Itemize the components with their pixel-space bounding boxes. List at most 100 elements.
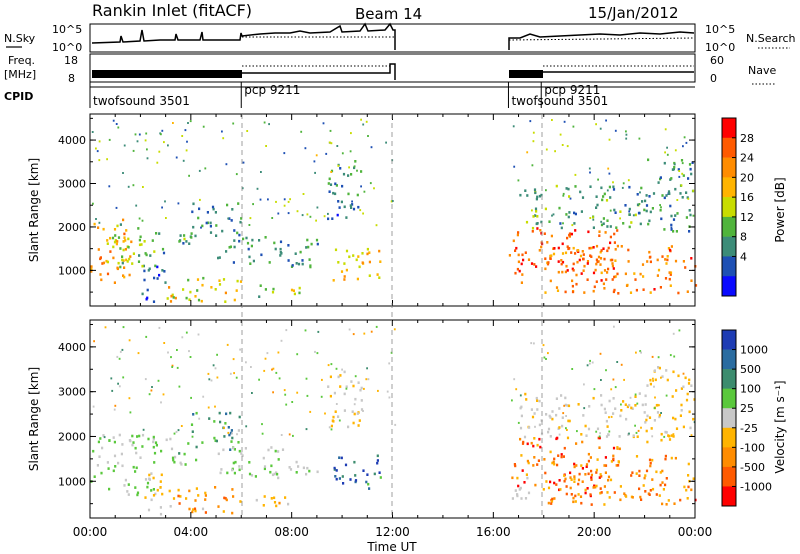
heatmap-cell (530, 262, 534, 265)
heatmap-cell (263, 121, 266, 124)
heatmap-cell (687, 382, 691, 385)
heatmap-cell (220, 468, 223, 471)
heatmap-cell (588, 405, 591, 408)
heatmap-cell (564, 270, 567, 274)
heatmap-cell (562, 222, 564, 225)
heatmap-cell (567, 247, 570, 251)
heatmap-cell (118, 357, 121, 360)
heatmap-cell (616, 361, 619, 363)
heatmap-cell (526, 194, 529, 197)
heatmap-cell (240, 217, 243, 220)
heatmap-cell (680, 184, 683, 187)
heatmap-cell (153, 276, 156, 280)
heatmap-cell (526, 459, 529, 463)
heatmap-cell (154, 441, 158, 444)
heatmap-cell (533, 263, 536, 266)
heatmap-cell (532, 140, 535, 143)
heatmap-cell (572, 125, 575, 128)
heatmap-cell (258, 295, 261, 298)
heatmap-cell (682, 385, 685, 389)
heatmap-cell (521, 273, 524, 276)
heatmap-cell (625, 284, 629, 287)
heatmap-cell (152, 300, 156, 303)
heatmap-cell (268, 123, 270, 126)
heatmap-cell (531, 209, 533, 212)
heatmap-cell (681, 196, 684, 199)
heatmap-cell (568, 419, 571, 423)
heatmap-cell (187, 278, 190, 282)
heatmap-cell (122, 376, 125, 379)
heatmap-cell (553, 247, 556, 250)
heatmap-cell (121, 258, 124, 262)
heatmap-cell (600, 249, 603, 252)
heatmap-cell (531, 164, 534, 167)
heatmap-cell (612, 290, 615, 294)
heatmap-cell (108, 185, 111, 188)
y-tick-label: 1000 (58, 475, 86, 488)
heatmap-cell (151, 239, 154, 242)
heatmap-cell (664, 483, 667, 487)
heatmap-cell (184, 129, 187, 132)
heatmap-cell (327, 364, 330, 367)
heatmap-cell (232, 358, 235, 361)
heatmap-cell (366, 473, 369, 476)
heatmap-cell (688, 378, 691, 382)
heatmap-cell (612, 267, 615, 270)
heatmap-cell (218, 279, 221, 282)
heatmap-cell (127, 237, 130, 241)
heatmap-cell (531, 230, 534, 233)
heatmap-cell (217, 505, 220, 508)
heatmap-cell (614, 129, 617, 132)
heatmap-cell (178, 240, 181, 243)
heatmap-cell (532, 215, 535, 218)
heatmap-cell (657, 268, 661, 272)
heatmap-cell (602, 195, 605, 198)
heatmap-cell (132, 465, 135, 469)
heatmap-cell (609, 241, 612, 245)
heatmap-cell (584, 488, 587, 492)
heatmap-cell (147, 508, 151, 512)
heatmap-cell (125, 258, 128, 262)
heatmap-cell (671, 395, 674, 398)
heatmap-cell (122, 218, 125, 222)
heatmap-cell (146, 296, 149, 300)
heatmap-cell (160, 449, 163, 453)
heatmap-cell (618, 435, 621, 438)
heatmap-cell (141, 292, 144, 296)
heatmap-cell (96, 150, 99, 153)
heatmap-cell (538, 249, 541, 252)
heatmap-cell (156, 265, 159, 269)
heatmap-cell (642, 484, 645, 487)
heatmap-cell (187, 122, 189, 124)
heatmap-cell (680, 403, 683, 407)
heatmap-cell (674, 456, 677, 460)
heatmap-cell (268, 261, 271, 264)
heatmap-cell (172, 497, 176, 500)
heatmap-cell (134, 133, 137, 136)
heatmap-cell (136, 140, 139, 143)
heatmap-cell (126, 490, 129, 493)
heatmap-cell (356, 193, 359, 197)
heatmap-cell (562, 194, 565, 197)
heatmap-cell (562, 455, 565, 458)
heatmap-cell (156, 161, 159, 164)
heatmap-cell (583, 383, 585, 386)
heatmap-cell (161, 492, 164, 496)
heatmap-cell (233, 372, 235, 375)
heatmap-cell (628, 213, 631, 216)
heatmap-cell (335, 403, 338, 405)
heatmap-cell (581, 480, 584, 483)
heatmap-cell (158, 150, 161, 153)
heatmap-cell (251, 392, 253, 394)
heatmap-cell (158, 273, 161, 277)
heatmap-cell (527, 258, 531, 261)
heatmap-cell (612, 181, 614, 184)
heatmap-cell (545, 413, 548, 416)
heatmap-cell (588, 362, 591, 365)
heatmap-cell (604, 471, 607, 474)
heatmap-cell (635, 472, 638, 475)
heatmap-cell (158, 326, 161, 329)
heatmap-cell (602, 282, 605, 286)
heatmap-cell (314, 171, 316, 174)
heatmap-cell (152, 435, 155, 439)
